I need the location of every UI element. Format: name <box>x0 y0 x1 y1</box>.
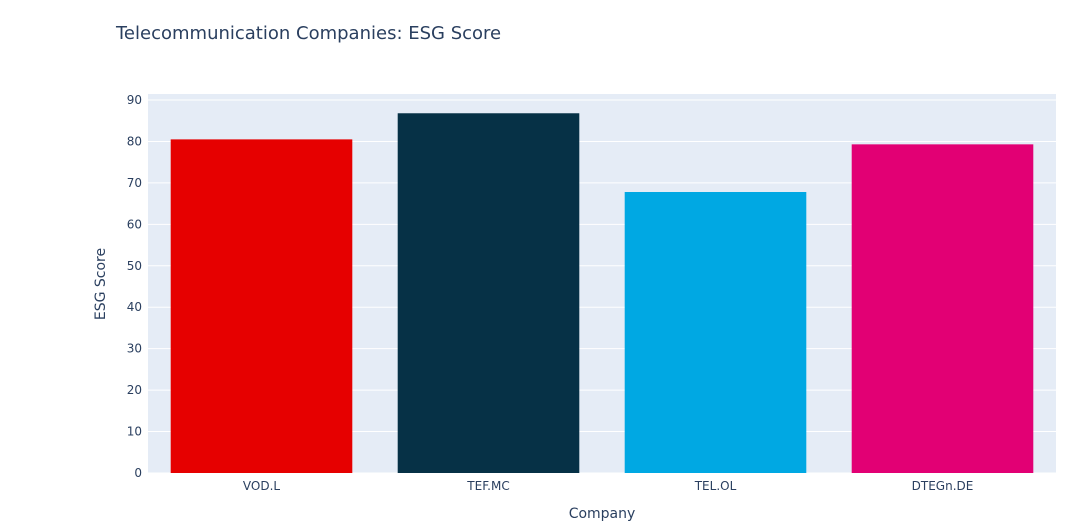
bars <box>170 113 1034 474</box>
x-tick-label: TEF.MC <box>466 479 509 493</box>
y-axis-title: ESG Score <box>93 248 109 320</box>
y-tick-label: 70 <box>127 176 142 190</box>
y-tick-label: 90 <box>127 93 142 107</box>
x-axis-title: Company <box>569 506 636 522</box>
bar-tef-mc[interactable] <box>397 113 580 474</box>
y-tick-label: 80 <box>127 134 142 148</box>
y-tick-label: 50 <box>127 259 142 273</box>
bar-vod-l[interactable] <box>170 139 353 473</box>
y-tick-label: 30 <box>127 342 142 356</box>
bar-tel-ol[interactable] <box>624 192 807 474</box>
x-tick-label: DTEGn.DE <box>912 479 974 493</box>
x-tick-label: TEL.OL <box>694 479 737 493</box>
y-tick-label: 40 <box>127 300 142 314</box>
y-axis-ticks: 0 10 20 30 40 50 60 70 80 90 <box>127 93 142 480</box>
x-tick-label: VOD.L <box>243 479 280 493</box>
x-axis-ticks: VOD.L TEF.MC TEL.OL DTEGn.DE <box>243 479 973 493</box>
y-tick-label: 10 <box>127 425 142 439</box>
y-tick-label: 0 <box>134 466 142 480</box>
chart-title: Telecommunication Companies: ESG Score <box>115 23 501 44</box>
y-tick-label: 20 <box>127 383 142 397</box>
y-tick-label: 60 <box>127 217 142 231</box>
bar-dtegn-de[interactable] <box>851 144 1034 473</box>
